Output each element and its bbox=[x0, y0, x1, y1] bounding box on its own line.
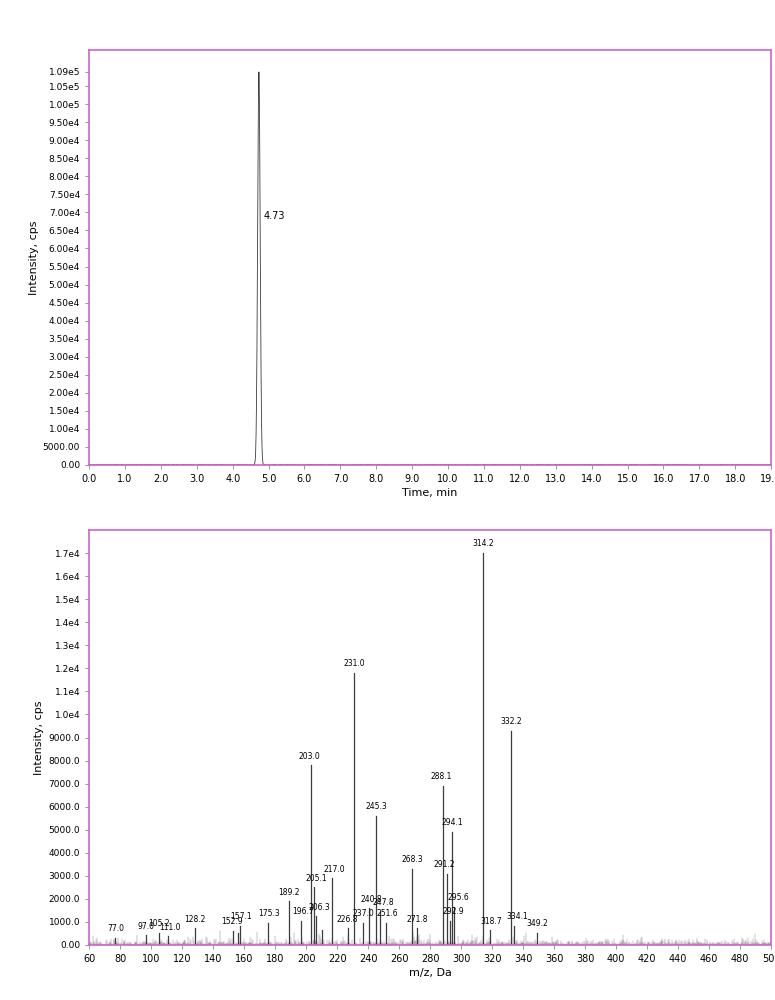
Text: 288.1: 288.1 bbox=[430, 772, 452, 781]
Text: ■  XIC of +MRM (57 pairs): 331.968/245.000 Da  from Sample 10 (10PPB) of Data130: ■ XIC of +MRM (57 pairs): 331.968/245.00… bbox=[91, 34, 557, 43]
Text: 97.0: 97.0 bbox=[138, 922, 155, 931]
Text: 226.8: 226.8 bbox=[337, 915, 358, 924]
Text: 128.2: 128.2 bbox=[184, 915, 205, 924]
Text: 334.1: 334.1 bbox=[506, 912, 528, 921]
Text: 247.8: 247.8 bbox=[373, 898, 394, 907]
Y-axis label: Intensity, cps: Intensity, cps bbox=[29, 220, 39, 295]
Text: 251.6: 251.6 bbox=[377, 909, 398, 918]
Text: 196.7: 196.7 bbox=[292, 907, 314, 916]
Text: 314.2: 314.2 bbox=[472, 539, 494, 548]
Text: ■  +EPI (331.97) Charge (+0) CE (40) CES (15) FT (157.418): Exp 2, 4.532 to 4.76: ■ +EPI (331.97) Charge (+0) CE (40) CES … bbox=[91, 514, 691, 524]
Text: 295.6: 295.6 bbox=[447, 893, 469, 902]
Text: 332.2: 332.2 bbox=[500, 717, 522, 726]
Text: 237.0: 237.0 bbox=[353, 909, 374, 918]
Text: 157.1: 157.1 bbox=[230, 912, 252, 921]
Text: 217.0: 217.0 bbox=[323, 865, 345, 874]
Text: 231.0: 231.0 bbox=[343, 659, 365, 668]
Text: 77.0: 77.0 bbox=[107, 924, 124, 933]
Text: 318.7: 318.7 bbox=[480, 917, 502, 926]
Text: 111.0: 111.0 bbox=[159, 923, 181, 932]
Text: Max. 1.7e4 cps.: Max. 1.7e4 cps. bbox=[701, 514, 769, 524]
X-axis label: Time, min: Time, min bbox=[402, 488, 458, 498]
Y-axis label: Intensity, cps: Intensity, cps bbox=[34, 700, 44, 775]
Text: 105.2: 105.2 bbox=[148, 919, 170, 928]
Text: 291.2: 291.2 bbox=[434, 860, 455, 869]
Text: 245.3: 245.3 bbox=[366, 802, 388, 811]
Text: 152.9: 152.9 bbox=[221, 917, 243, 926]
Text: 203.0: 203.0 bbox=[298, 752, 320, 761]
Text: 271.8: 271.8 bbox=[407, 915, 428, 924]
Text: 175.3: 175.3 bbox=[259, 909, 281, 918]
Text: 240.8: 240.8 bbox=[361, 894, 383, 904]
Text: 4.73: 4.73 bbox=[264, 211, 284, 221]
Text: 292.9: 292.9 bbox=[443, 907, 464, 916]
Text: 294.1: 294.1 bbox=[441, 818, 463, 827]
Text: Max. 6.6e4 cps.: Max. 6.6e4 cps. bbox=[701, 34, 769, 43]
Text: 189.2: 189.2 bbox=[279, 888, 300, 897]
Text: 349.2: 349.2 bbox=[526, 919, 548, 928]
X-axis label: m/z, Da: m/z, Da bbox=[408, 968, 452, 978]
Text: 268.3: 268.3 bbox=[401, 855, 423, 864]
Text: 206.3: 206.3 bbox=[309, 903, 331, 912]
Text: 205.1: 205.1 bbox=[305, 874, 327, 883]
